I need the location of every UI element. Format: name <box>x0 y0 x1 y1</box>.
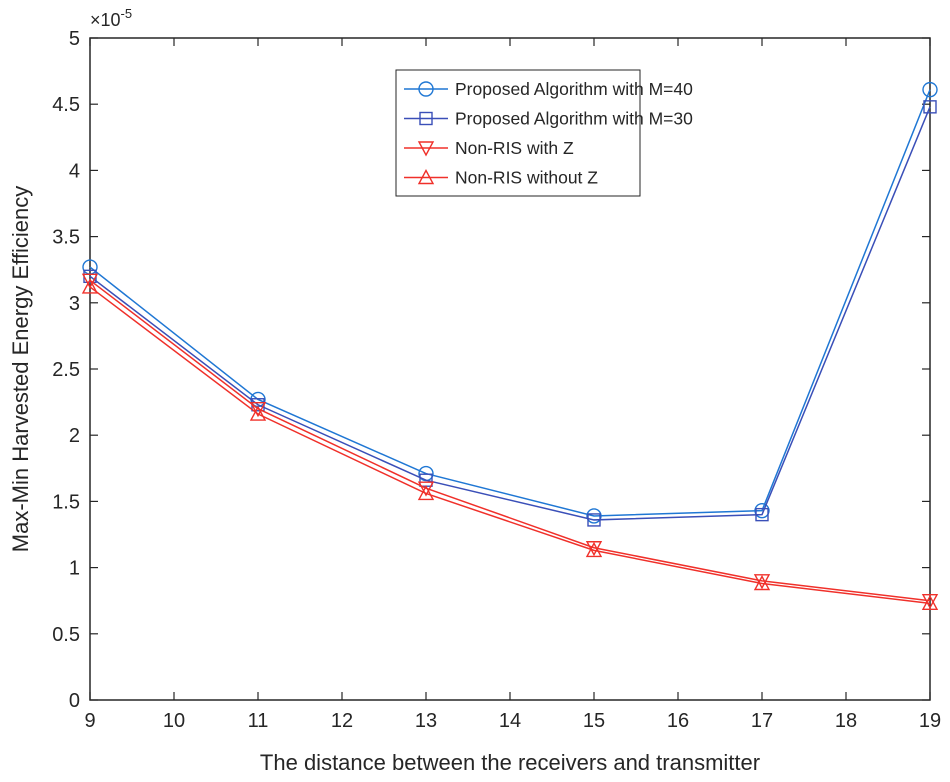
marker-triangle-down <box>753 574 771 590</box>
marker-triangle-up <box>249 405 267 421</box>
marker-triangle-up <box>417 169 435 185</box>
marker-triangle-down <box>417 141 435 157</box>
legend-entry: Non-RIS without Z <box>455 168 598 188</box>
marker-triangle-up <box>417 484 435 501</box>
x-axis-label: The distance between the receivers and t… <box>260 750 760 775</box>
x-tick-label: 19 <box>919 710 941 732</box>
marker-triangle-up <box>753 575 771 591</box>
marker-triangle-down <box>249 402 267 418</box>
y-tick-label: 3 <box>69 293 80 315</box>
marker-triangle-down <box>81 273 99 289</box>
marker-circle <box>922 81 938 98</box>
y-tick-label: 5 <box>69 28 80 50</box>
series-line <box>89 89 931 517</box>
series-line <box>89 279 931 602</box>
marker-triangle-up <box>921 594 939 611</box>
y-tick-label: 0.5 <box>52 624 80 646</box>
x-tick-label: 13 <box>415 710 437 732</box>
y-tick-label: 1 <box>69 558 80 580</box>
marker-square <box>587 513 601 527</box>
x-tick-label: 12 <box>331 710 353 732</box>
marker-triangle-up <box>81 278 99 294</box>
marker-square <box>419 111 433 126</box>
marker-triangle-up <box>585 541 603 558</box>
series-line <box>89 286 931 605</box>
y-tick-label: 2.5 <box>52 359 80 381</box>
legend-entry: Proposed Algorithm with M=30 <box>455 109 693 129</box>
legend-entry: Non-RIS with Z <box>455 138 574 158</box>
marker-circle <box>418 81 434 97</box>
y-exponent: ×10-5 <box>90 6 132 30</box>
y-tick-label: 1.5 <box>52 491 80 513</box>
x-tick-label: 9 <box>84 710 95 732</box>
x-tick-label: 16 <box>667 710 689 732</box>
x-tick-label: 10 <box>163 710 185 732</box>
y-tick-label: 2 <box>69 425 80 447</box>
legend: Proposed Algorithm with M=40 Proposed Alg… <box>395 69 693 197</box>
legend-box <box>395 69 641 197</box>
y-tick-label: 3.5 <box>52 227 80 249</box>
y-exponent-power: -5 <box>121 6 133 21</box>
series-line <box>89 106 931 521</box>
y-tick-label: 4 <box>69 160 80 182</box>
marker-square <box>755 507 769 522</box>
marker-circle <box>586 508 602 524</box>
marker-triangle-down <box>921 594 939 610</box>
marker-circle <box>754 502 770 519</box>
legend-entry: Proposed Algorithm with M=40 <box>455 79 693 99</box>
marker-square <box>923 100 937 114</box>
series-4 <box>81 278 939 611</box>
x-tick-label: 14 <box>499 710 521 732</box>
x-tick-label: 17 <box>751 710 773 732</box>
y-axis-label: Max-Min Harvested Energy Efficiency <box>8 186 33 552</box>
y-tick-label: 0 <box>69 690 80 712</box>
y-tick-label: 4.5 <box>52 94 80 116</box>
x-tick-label: 11 <box>248 710 269 732</box>
marker-triangle-down <box>585 541 603 557</box>
marker-triangle-down <box>417 481 435 497</box>
x-tick-label: 15 <box>583 710 605 732</box>
x-tick-label: 18 <box>835 710 857 732</box>
series-3 <box>81 273 939 610</box>
